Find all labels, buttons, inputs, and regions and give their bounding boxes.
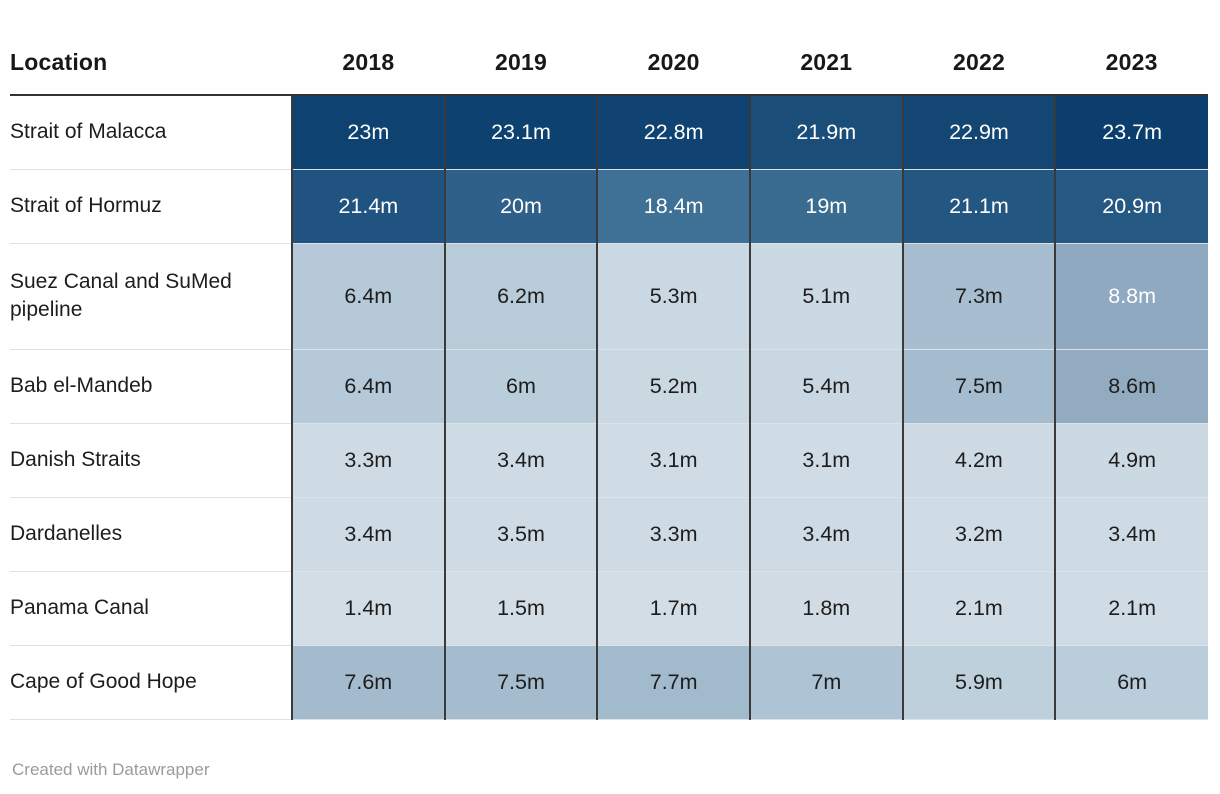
datawrapper-attribution-link[interactable]: Created with Datawrapper (12, 759, 210, 779)
value-cell: 7.5m (901, 349, 1056, 424)
value-cell: 8.8m (1054, 243, 1208, 350)
row-label: Strait of Hormuz (10, 169, 292, 244)
value-cell: 7.6m (291, 645, 445, 720)
value-cell: 5.3m (596, 243, 750, 350)
value-cell: 7.3m (901, 243, 1056, 350)
value-cell: 1.7m (596, 571, 750, 646)
column-header-2019: 2019 (444, 30, 598, 96)
value-cell: 19m (748, 169, 903, 244)
value-cell: 2.1m (901, 571, 1056, 646)
value-cell: 23.1m (443, 95, 598, 170)
column-header-2022: 2022 (902, 30, 1056, 96)
transit-table: Location 2018 2019 2020 2021 2022 2023 Strait … (10, 30, 1208, 720)
value-cell: 6m (1054, 645, 1208, 720)
value-cell: 7.7m (596, 645, 750, 720)
column-header-2018: 2018 (292, 30, 445, 96)
value-cell: 22.9m (901, 95, 1056, 170)
row-label: Cape of Good Hope (10, 645, 292, 720)
row-label: Dardanelles (10, 497, 292, 572)
value-cell: 3.5m (443, 497, 598, 572)
value-cell: 3.3m (291, 423, 445, 498)
value-cell: 20m (443, 169, 598, 244)
value-cell: 6.2m (443, 243, 598, 350)
value-cell: 8.6m (1054, 349, 1208, 424)
row-label: Strait of Malacca (10, 95, 292, 170)
value-cell: 22.8m (596, 95, 750, 170)
value-cell: 6.4m (291, 243, 445, 350)
row-label: Danish Straits (10, 423, 292, 498)
table-row: Bab el-Mandeb 6.4m 6m 5.2m 5.4m 7.5m 8.6m (10, 349, 1208, 424)
table-row: Cape of Good Hope 7.6m 7.5m 7.7m 7m 5.9m 6m (10, 645, 1208, 720)
table-row: Dardanelles 3.4m 3.5m 3.3m 3.4m 3.2m 3.4m (10, 497, 1208, 572)
value-cell: 7.5m (443, 645, 598, 720)
table-body: Strait of Malacca 23m 23.1m 22.8m 21.9m 22.9m… (10, 95, 1208, 720)
column-header-2021: 2021 (749, 30, 903, 96)
value-cell: 3.4m (748, 497, 903, 572)
value-cell: 3.4m (1054, 497, 1208, 572)
value-cell: 2.1m (1054, 571, 1208, 646)
row-label: Bab el-Mandeb (10, 349, 292, 424)
table-header: Location 2018 2019 2020 2021 2022 2023 (10, 30, 1208, 96)
table-row: Strait of Hormuz 21.4m 20m 18.4m 19m 21.1m 20.… (10, 169, 1208, 244)
value-cell: 4.2m (901, 423, 1056, 498)
column-header-2020: 2020 (597, 30, 750, 96)
value-cell: 3.1m (748, 423, 903, 498)
row-label: Suez Canal and SuMed pipeline (10, 243, 292, 350)
value-cell: 4.9m (1054, 423, 1208, 498)
value-cell: 3.3m (596, 497, 750, 572)
value-cell: 5.9m (901, 645, 1056, 720)
attribution-footer: Created with Datawrapper (10, 760, 1208, 780)
header-row: Location 2018 2019 2020 2021 2022 2023 (10, 30, 1208, 96)
value-cell: 5.4m (748, 349, 903, 424)
value-cell: 3.2m (901, 497, 1056, 572)
value-cell: 21.1m (901, 169, 1056, 244)
column-header-2023: 2023 (1055, 30, 1208, 96)
value-cell: 3.4m (291, 497, 445, 572)
value-cell: 21.4m (291, 169, 445, 244)
value-cell: 23m (291, 95, 445, 170)
value-cell: 3.1m (596, 423, 750, 498)
value-cell: 1.8m (748, 571, 903, 646)
table-row: Suez Canal and SuMed pipeline 6.4m 6.2m 5.3… (10, 243, 1208, 350)
table-row: Panama Canal 1.4m 1.5m 1.7m 1.8m 2.1m 2.1m (10, 571, 1208, 646)
table-row: Danish Straits 3.3m 3.4m 3.1m 3.1m 4.2m 4.9m (10, 423, 1208, 498)
value-cell: 5.1m (748, 243, 903, 350)
table-row: Strait of Malacca 23m 23.1m 22.8m 21.9m 22.9m… (10, 95, 1208, 170)
value-cell: 7m (748, 645, 903, 720)
value-cell: 6m (443, 349, 598, 424)
value-cell: 1.5m (443, 571, 598, 646)
value-cell: 1.4m (291, 571, 445, 646)
value-cell: 23.7m (1054, 95, 1208, 170)
column-header-location: Location (10, 30, 292, 96)
value-cell: 20.9m (1054, 169, 1208, 244)
value-cell: 5.2m (596, 349, 750, 424)
value-cell: 3.4m (443, 423, 598, 498)
value-cell: 21.9m (748, 95, 903, 170)
value-cell: 18.4m (596, 169, 750, 244)
row-label: Panama Canal (10, 571, 292, 646)
value-cell: 6.4m (291, 349, 445, 424)
